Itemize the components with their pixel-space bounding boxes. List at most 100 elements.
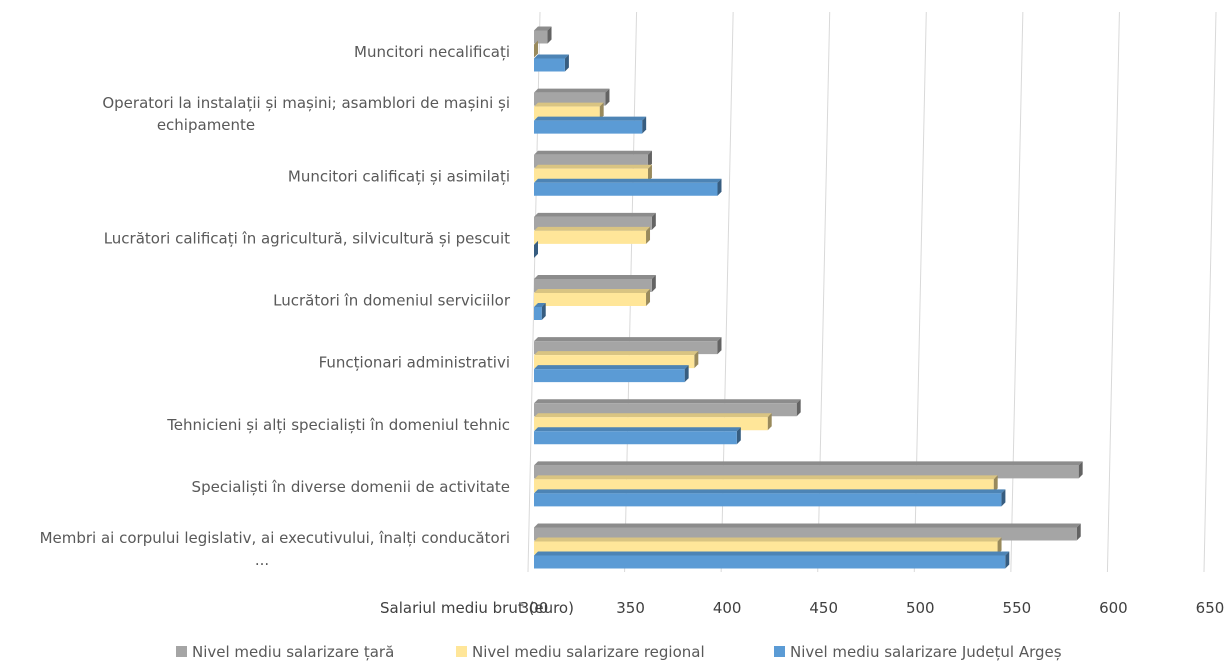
x-tick-label: 550 (1003, 599, 1032, 617)
category-label: Funcționari administrativi (319, 354, 510, 372)
bar-side-face (642, 116, 647, 134)
gridline (1203, 11, 1217, 573)
x-tick-labels: 300 350 400 450 500 550 600 650 (520, 599, 1225, 617)
bar (534, 275, 656, 292)
bars (534, 26, 1083, 569)
bar-side-face (796, 399, 801, 417)
bar (534, 337, 722, 355)
x-tick-label: 350 (616, 599, 645, 617)
bar-side-face (1078, 461, 1083, 479)
bar-side-face (736, 427, 741, 445)
bar-side-face (547, 26, 552, 44)
bar (534, 212, 656, 230)
bar (534, 116, 647, 134)
bar-front-face (534, 479, 994, 493)
legend-item: Nivel mediu salarizare țară (176, 643, 394, 661)
bar-front-face (534, 465, 1079, 479)
bar-side-face (599, 102, 604, 120)
bar-top-face (534, 102, 604, 107)
gridline (1010, 11, 1024, 573)
bar (534, 399, 801, 417)
category-label: Membri ai corpului legislativ, ai execut… (40, 529, 510, 569)
legend-swatch (774, 646, 785, 657)
gridline (1106, 11, 1120, 573)
bar (534, 40, 538, 58)
bar (534, 413, 772, 431)
bar (534, 489, 1006, 507)
bar (534, 150, 652, 168)
bar-front-face (534, 168, 648, 182)
bar-front-face (534, 106, 600, 120)
bar-top-face (534, 523, 1081, 528)
bar (534, 102, 604, 120)
bar-side-face (534, 240, 538, 258)
bar-top-face (534, 164, 652, 169)
bar-side-face (997, 537, 1002, 555)
legend-item: Nivel mediu salarizare regional (456, 643, 705, 661)
bar-top-face (534, 116, 647, 121)
bar-top-face (534, 26, 552, 31)
bar-side-face (717, 178, 722, 196)
bar (534, 240, 538, 258)
bar-top-face (534, 226, 651, 231)
bar-side-face (767, 413, 772, 431)
x-tick-label: 600 (1099, 599, 1128, 617)
bar-side-face (1005, 551, 1010, 569)
bar (534, 26, 552, 44)
bar-top-face (534, 88, 610, 93)
bar-front-face (534, 58, 565, 72)
bar-front-face (534, 493, 1002, 507)
bar-side-face (993, 475, 998, 493)
bar (534, 303, 546, 320)
category-label: Tehnicieni și alți specialiști în domeni… (166, 416, 510, 434)
bar-front-face (534, 216, 652, 230)
x-axis-title: Salariul mediu brut (euro) (380, 599, 574, 617)
category-label: Operatori la instalații și mașini; asamb… (102, 94, 510, 134)
bar-top-face (534, 351, 699, 356)
bar-side-face (541, 303, 546, 320)
bar-side-face (1001, 489, 1006, 507)
legend-swatch (176, 646, 187, 657)
bar-side-face (605, 88, 610, 106)
bar-front-face (534, 30, 548, 44)
bar-front-face (534, 403, 797, 417)
bar-top-face (534, 427, 741, 432)
bar (534, 551, 1010, 569)
bar (534, 523, 1081, 541)
x-tick-label: 450 (809, 599, 838, 617)
bar-top-face (534, 461, 1083, 466)
bar-top-face (534, 537, 1002, 542)
bar (534, 351, 699, 369)
bar-side-face (694, 351, 699, 369)
bar-front-face (534, 154, 648, 168)
bar-side-face (651, 212, 656, 230)
bar (534, 475, 998, 493)
bar-front-face (534, 279, 652, 292)
bar-top-face (534, 303, 546, 307)
category-label: Lucrători calificați în agricultură, sil… (104, 229, 510, 247)
bar (534, 54, 569, 72)
bar-front-face (534, 527, 1077, 541)
legend-item: Nivel mediu salarizare Județul Argeș (774, 643, 1062, 661)
bar (534, 365, 689, 383)
bar-top-face (534, 551, 1010, 556)
bar (534, 88, 610, 106)
category-labels: Muncitori necalificați Operatori la insta… (40, 43, 511, 569)
bar-front-face (534, 541, 998, 555)
bar-front-face (534, 293, 647, 306)
bar-top-face (534, 337, 722, 342)
bar-top-face (534, 212, 656, 217)
bar-top-face (534, 150, 652, 155)
bar-top-face (534, 489, 1006, 494)
bar-front-face (534, 431, 737, 445)
x-tick-label: 650 (1196, 599, 1225, 617)
bar-top-face (534, 289, 651, 293)
legend-swatch (456, 646, 467, 657)
bar-front-face (534, 182, 718, 196)
bar-front-face (534, 92, 606, 106)
bar-side-face (646, 226, 651, 244)
bar-front-face (534, 341, 718, 355)
bar-front-face (534, 120, 643, 134)
bar-front-face (534, 230, 647, 244)
